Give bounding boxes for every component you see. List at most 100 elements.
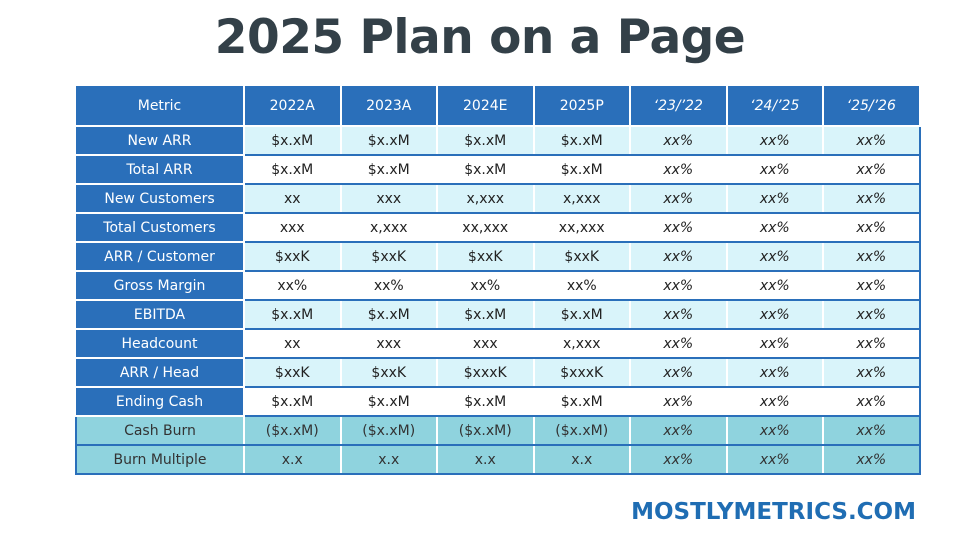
value-cell: x,xxx xyxy=(532,328,631,359)
value-cell: $x.xM xyxy=(532,154,631,185)
growth-cell: xx% xyxy=(822,154,921,185)
growth-cell: xx% xyxy=(629,183,728,214)
metric-label: Burn Multiple xyxy=(75,444,245,475)
value-cell: $x.xM xyxy=(436,125,535,156)
value-cell: xx% xyxy=(339,270,438,301)
value-cell: ($x.xM) xyxy=(436,415,535,446)
growth-cell: xx% xyxy=(822,270,921,301)
brand-url: MOSTLYMETRICS.COM xyxy=(631,499,916,525)
value-cell: xx,xxx xyxy=(436,212,535,243)
value-cell: x.x xyxy=(436,444,535,475)
value-cell: $x.xM xyxy=(532,299,631,330)
value-cell: ($x.xM) xyxy=(339,415,438,446)
value-cell: $x.xM xyxy=(243,299,342,330)
value-cell: $x.xM xyxy=(339,299,438,330)
growth-cell: xx% xyxy=(725,241,824,272)
growth-cell: xx% xyxy=(629,386,728,417)
table-row: Burn Multiple x.x x.x x.x x.x xx% xx% xx% xyxy=(75,444,921,475)
value-cell: $xxK xyxy=(436,241,535,272)
value-cell: $x.xM xyxy=(339,125,438,156)
value-cell: $x.xM xyxy=(436,299,535,330)
growth-cell: xx% xyxy=(725,444,824,475)
metric-label: Ending Cash xyxy=(76,386,245,417)
metric-label: ARR / Customer xyxy=(76,241,245,272)
value-cell: xx,xxx xyxy=(532,212,631,243)
value-cell: $x.xM xyxy=(243,386,342,417)
metric-label: New Customers xyxy=(76,183,245,214)
metric-label: EBITDA xyxy=(76,299,245,330)
growth-cell: xx% xyxy=(725,212,824,243)
growth-cell: xx% xyxy=(822,299,921,330)
value-cell: xxx xyxy=(436,328,535,359)
table-row: Total ARR $x.xM $x.xM $x.xM $x.xM xx% xx% xx% xyxy=(76,154,921,185)
value-cell: $x.xM xyxy=(339,154,438,185)
growth-cell: xx% xyxy=(725,154,824,185)
value-cell: $xxK xyxy=(243,241,342,272)
growth-cell: xx% xyxy=(822,212,921,243)
table-row: Ending Cash $x.xM $x.xM $x.xM $x.xM xx% xx% xx% xyxy=(76,386,921,417)
value-cell: xx% xyxy=(532,270,631,301)
table-row: ARR / Customer $xxK $xxK $xxK $xxK xx% xx% xx% xyxy=(76,241,921,272)
value-cell: x,xxx xyxy=(339,212,438,243)
growth-cell: xx% xyxy=(822,386,921,417)
growth-cell: xx% xyxy=(629,241,728,272)
value-cell: xx xyxy=(243,183,342,214)
column-header: 2025P xyxy=(532,86,631,127)
growth-cell: xx% xyxy=(629,299,728,330)
table-row: New Customers xx xxx x,xxx x,xxx xx% xx% xx% xyxy=(76,183,921,214)
value-cell: x.x xyxy=(243,444,342,475)
column-header: ‘24/’25 xyxy=(725,86,824,127)
value-cell: $xxxK xyxy=(532,357,631,388)
table-row: ARR / Head $xxK $xxK $xxxK $xxxK xx% xx% xx% xyxy=(76,357,921,388)
growth-cell: xx% xyxy=(822,241,921,272)
growth-cell: xx% xyxy=(629,357,728,388)
value-cell: $xxK xyxy=(532,241,631,272)
growth-cell: xx% xyxy=(629,328,728,359)
growth-cell: xx% xyxy=(725,415,824,446)
metric-label: New ARR xyxy=(76,125,245,156)
value-cell: $x.xM xyxy=(339,386,438,417)
value-cell: $xxK xyxy=(243,357,342,388)
metric-label: Total ARR xyxy=(76,154,245,185)
growth-cell: xx% xyxy=(725,125,824,156)
growth-cell: xx% xyxy=(629,125,728,156)
table-body: New ARR $x.xM $x.xM $x.xM $x.xM xx% xx% xx% Tota… xyxy=(75,125,921,475)
value-cell: $xxxK xyxy=(436,357,535,388)
growth-cell: xx% xyxy=(725,357,824,388)
growth-cell: xx% xyxy=(822,415,921,446)
growth-cell: xx% xyxy=(822,328,921,359)
metric-label: Cash Burn xyxy=(75,415,245,446)
growth-cell: xx% xyxy=(822,183,921,214)
growth-cell: xx% xyxy=(725,270,824,301)
growth-cell: xx% xyxy=(822,125,921,156)
table-row: Total Customers xxx x,xxx xx,xxx xx,xxx xx% xx… xyxy=(76,212,921,243)
growth-cell: xx% xyxy=(725,386,824,417)
value-cell: x,xxx xyxy=(436,183,535,214)
value-cell: $x.xM xyxy=(532,386,631,417)
value-cell: xxx xyxy=(339,328,438,359)
table-row: New ARR $x.xM $x.xM $x.xM $x.xM xx% xx% xx% xyxy=(76,125,921,156)
growth-cell: xx% xyxy=(629,415,728,446)
growth-cell: xx% xyxy=(629,444,728,475)
table-row: Cash Burn ($x.xM) ($x.xM) ($x.xM) ($x.xM) xx%… xyxy=(75,415,921,446)
plan-table: Metric 2022A 2023A 2024E 2025P ‘23/’22 ‘24/’25… xyxy=(75,86,921,475)
value-cell: $x.xM xyxy=(436,154,535,185)
growth-cell: xx% xyxy=(629,270,728,301)
value-cell: $xxK xyxy=(339,241,438,272)
value-cell: ($x.xM) xyxy=(243,415,342,446)
value-cell: x,xxx xyxy=(532,183,631,214)
column-header: ‘25/’26 xyxy=(822,86,921,127)
growth-cell: xx% xyxy=(822,444,921,475)
column-header: 2024E xyxy=(436,86,535,127)
metric-label: ARR / Head xyxy=(76,357,245,388)
growth-cell: xx% xyxy=(725,183,824,214)
column-header: ‘23/’22 xyxy=(629,86,728,127)
column-header: 2022A xyxy=(243,86,342,127)
value-cell: xx% xyxy=(243,270,342,301)
growth-cell: xx% xyxy=(629,212,728,243)
column-header: 2023A xyxy=(339,86,438,127)
value-cell: $x.xM xyxy=(532,125,631,156)
value-cell: $x.xM xyxy=(243,125,342,156)
value-cell: $x.xM xyxy=(436,386,535,417)
page-title-text: 2025 Plan on a Page xyxy=(214,10,746,65)
